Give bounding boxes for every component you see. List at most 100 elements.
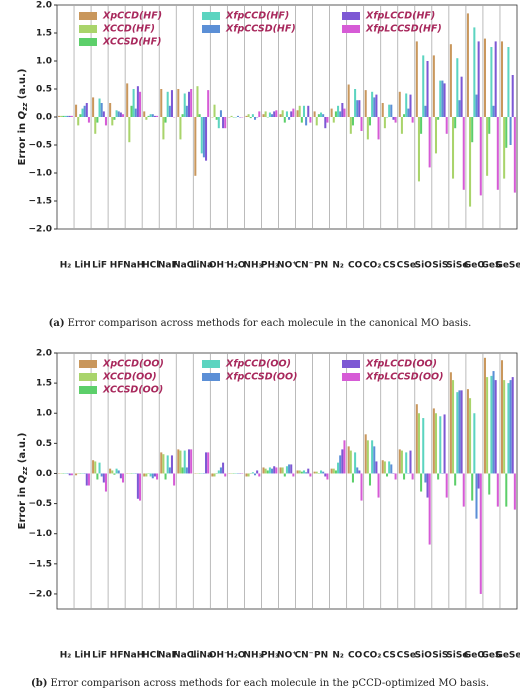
y-tick-label: −1.0 [29,169,52,179]
caption: (b) Error comparison across methods for e… [31,678,489,689]
y-tick-label: 1.5 [36,29,52,39]
legend-swatch [79,38,97,46]
bar [153,473,156,477]
bar [452,117,455,179]
bar [251,472,254,474]
bar [215,117,218,120]
bar [424,473,427,483]
x-tick-label: HF [110,651,124,661]
bar [392,117,395,120]
bar [505,473,508,507]
bar [179,117,182,140]
legend-swatch [202,12,220,20]
bar [330,108,333,117]
bar [351,117,354,126]
bar [115,110,118,117]
bar [279,114,282,117]
legend-label: XfpLCCSD(HF) [365,24,442,35]
x-tick-label: CSe [397,651,416,661]
bar [302,470,306,474]
bar [217,470,220,474]
y-label-text: Error in [17,483,28,529]
bar [383,117,386,129]
y-label-unit: (a.u.) [17,433,28,467]
bar [511,75,514,117]
y-tick-label: −2.0 [29,589,52,599]
bar [309,117,312,123]
bar [81,108,84,117]
bar [100,473,103,477]
bar [149,114,152,117]
bar [273,111,276,117]
x-tick-label: PN [314,261,328,271]
bar [213,473,216,477]
bar [341,103,344,117]
bar [68,473,71,476]
bar [443,414,446,474]
bar [119,112,122,117]
bar [422,55,425,117]
bar [388,104,391,117]
y-tick-label: 0.0 [36,469,52,479]
bar [100,103,103,117]
bar [164,473,167,480]
bar [279,467,282,474]
bar [349,450,352,474]
bar [458,390,461,474]
bar [317,114,320,117]
bar [469,398,472,474]
bar [513,473,516,510]
bar [58,115,61,117]
bar [458,100,461,117]
y-tick-label: 1.0 [36,409,52,419]
bar [486,377,489,474]
bar [475,473,478,519]
bar [320,112,323,117]
bar [368,117,372,126]
caption-text: Error comparison across methods for each… [68,318,472,329]
bar [115,468,118,474]
bar [490,47,493,117]
y-axis-label: Error in Qzz (a.u.) [17,433,29,530]
bar [198,114,201,117]
legend-swatch [79,25,97,33]
bar [358,100,361,117]
bar [253,117,257,120]
bar [177,89,180,117]
bar [170,90,173,117]
x-tick-label: GeO [464,651,485,661]
x-tick-label: NaCl [173,651,196,661]
bar [471,117,474,143]
x-tick-label: NaH [123,261,144,271]
bar [337,105,340,117]
bar [503,380,506,474]
bar [347,84,350,117]
x-tick-label: H₂ [60,261,72,271]
bar [298,470,301,474]
bar [332,468,335,474]
bar [432,408,435,474]
bar [139,473,142,501]
bar [296,110,299,117]
bar [181,467,184,474]
legend-label: XpCCD(OO) [102,359,164,370]
bar [456,58,459,117]
plot-frame [56,352,518,610]
bar [434,117,438,154]
bar [375,461,378,474]
bar [445,473,448,498]
bar [428,117,431,168]
bar [288,464,291,474]
bar [264,111,267,117]
x-tick-label: GeS [481,651,501,661]
bar [426,61,429,117]
bar [143,111,146,117]
bar [205,452,208,474]
bar [211,473,214,477]
legend-swatch [79,373,97,381]
x-tick-label: SiO [415,651,433,661]
bar [79,114,82,117]
x-tick-label: CSe [397,261,416,271]
bar [151,473,154,479]
bar [177,449,180,474]
